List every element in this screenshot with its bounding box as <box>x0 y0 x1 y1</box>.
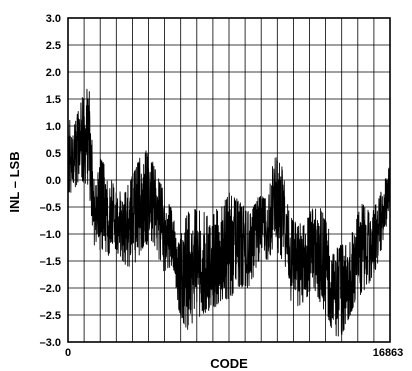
y-tick-label: 2.0 <box>46 67 61 79</box>
y-axis-label: INL – LSB <box>7 151 22 212</box>
x-axis-label: CODE <box>210 356 248 371</box>
inl-series-line <box>67 88 391 337</box>
y-tick-label: –1.0 <box>40 229 61 241</box>
x-tick-label-start: 0 <box>65 347 71 359</box>
y-tick-label: 0.5 <box>46 148 61 160</box>
y-tick-label: 2.5 <box>46 40 61 52</box>
y-tick-label: 3.0 <box>46 13 61 25</box>
y-tick-label: 0.0 <box>46 175 61 187</box>
y-tick-labels: 3.0 2.5 2.0 1.5 1.0 0.5 0.0 –0.5 –1.0 –1.5 –2.0 –2.… <box>40 13 61 349</box>
inl-trace <box>67 88 391 337</box>
y-tick-label: –0.5 <box>40 202 61 214</box>
y-tick-label: –2.0 <box>40 283 61 295</box>
y-tick-label: –2.5 <box>40 310 61 322</box>
plot-frame <box>67 17 391 343</box>
x-tick-label-end: 16863 <box>373 347 404 359</box>
y-tick-label: –1.5 <box>40 256 61 268</box>
y-tick-label: –3.0 <box>40 337 61 349</box>
y-tick-label: 1.0 <box>46 121 61 133</box>
y-tick-label: 1.5 <box>46 94 61 106</box>
x-tick-labels: 0 16863 <box>65 347 403 359</box>
